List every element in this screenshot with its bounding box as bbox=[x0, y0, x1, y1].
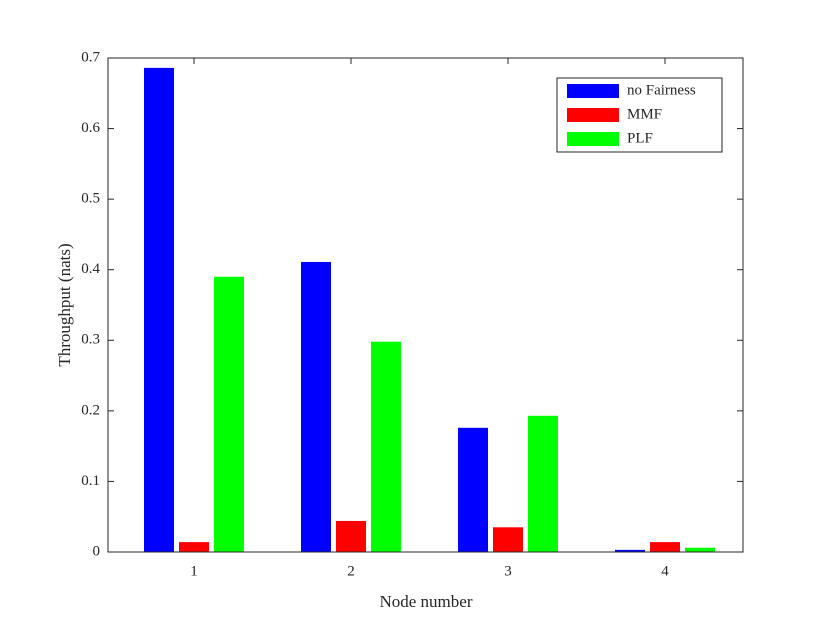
bar bbox=[685, 547, 715, 552]
y-tick-label: 0.2 bbox=[81, 402, 100, 418]
bar bbox=[214, 276, 244, 552]
y-tick-label: 0 bbox=[93, 543, 101, 559]
legend-label: MMF bbox=[627, 106, 662, 122]
y-tick-label: 0.7 bbox=[81, 49, 100, 65]
x-axis-label: Node number bbox=[379, 592, 472, 611]
bar bbox=[493, 527, 523, 552]
x-tick-label: 1 bbox=[190, 563, 198, 579]
y-axis-label: Throughput (nats) bbox=[55, 243, 74, 366]
bar bbox=[528, 415, 558, 552]
legend-label: no Fairness bbox=[627, 82, 696, 98]
legend-label: PLF bbox=[627, 130, 653, 146]
y-tick-label: 0.1 bbox=[81, 473, 100, 489]
bar bbox=[336, 520, 366, 552]
bar bbox=[301, 261, 331, 552]
bar bbox=[144, 67, 174, 552]
legend-swatch bbox=[567, 84, 619, 98]
x-tick-label: 4 bbox=[661, 563, 669, 579]
x-tick-label: 3 bbox=[504, 563, 512, 579]
bar bbox=[650, 542, 680, 552]
x-tick-label: 2 bbox=[347, 563, 355, 579]
y-tick-label: 0.3 bbox=[81, 332, 100, 348]
bar bbox=[615, 549, 645, 552]
y-tick-label: 0.6 bbox=[81, 120, 100, 136]
legend-swatch bbox=[567, 108, 619, 122]
bar bbox=[458, 427, 488, 552]
plot-frame bbox=[107, 57, 744, 553]
y-tick-label: 0.5 bbox=[81, 191, 100, 207]
y-tick-label: 0.4 bbox=[81, 261, 100, 277]
bar bbox=[371, 341, 401, 552]
legend-swatch bbox=[567, 132, 619, 146]
bar bbox=[179, 542, 209, 552]
